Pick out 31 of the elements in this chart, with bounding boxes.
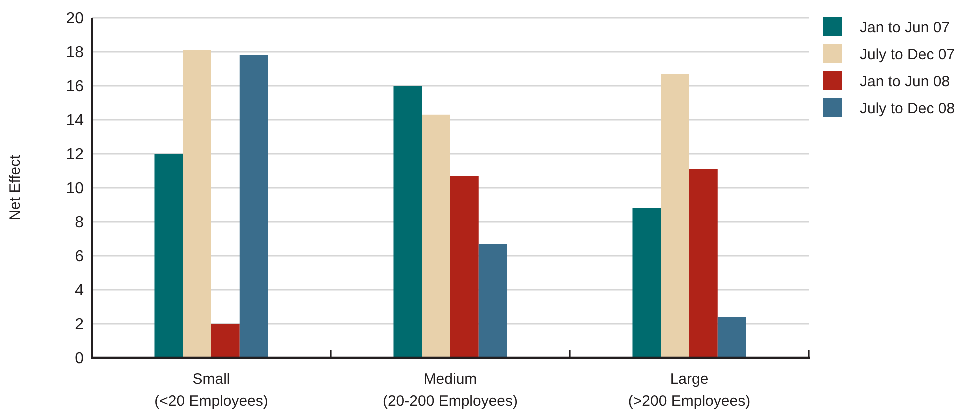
bar bbox=[422, 114, 450, 358]
bar bbox=[690, 169, 718, 358]
bar bbox=[450, 176, 479, 358]
y-tick-label: 6 bbox=[75, 248, 84, 266]
y-tick-label: 16 bbox=[66, 78, 84, 96]
legend-label: July to Dec 07 bbox=[860, 46, 956, 64]
bar bbox=[240, 55, 268, 358]
x-tick-label: Large (>200 Employees) bbox=[628, 371, 751, 410]
y-tick-label: 18 bbox=[66, 44, 84, 62]
x-tick-label: Small (<20 Employees) bbox=[154, 371, 268, 410]
y-tick-label: 12 bbox=[66, 146, 84, 164]
x-tick-label: Medium (20-200 Employees) bbox=[382, 371, 518, 410]
legend-label: Jan to Jun 07 bbox=[860, 19, 950, 36]
bar bbox=[212, 324, 240, 358]
y-tick-label: 14 bbox=[66, 112, 84, 130]
y-tick-label: 10 bbox=[66, 180, 84, 198]
bar bbox=[632, 208, 662, 358]
bar bbox=[661, 74, 690, 358]
y-tick-label: 8 bbox=[75, 214, 84, 232]
y-axis-title: Net Effect bbox=[7, 154, 24, 221]
bar bbox=[154, 154, 184, 358]
y-tick-label: 20 bbox=[66, 10, 84, 28]
bar bbox=[718, 317, 746, 358]
legend-label: July to Dec 08 bbox=[860, 100, 956, 118]
bar bbox=[183, 50, 212, 358]
legend-label: Jan to Jun 08 bbox=[860, 73, 950, 90]
y-tick-label: 4 bbox=[75, 282, 84, 300]
bar bbox=[394, 86, 422, 358]
y-tick-label: 2 bbox=[75, 316, 84, 334]
bar bbox=[478, 244, 508, 358]
y-tick-label: 0 bbox=[75, 350, 84, 368]
